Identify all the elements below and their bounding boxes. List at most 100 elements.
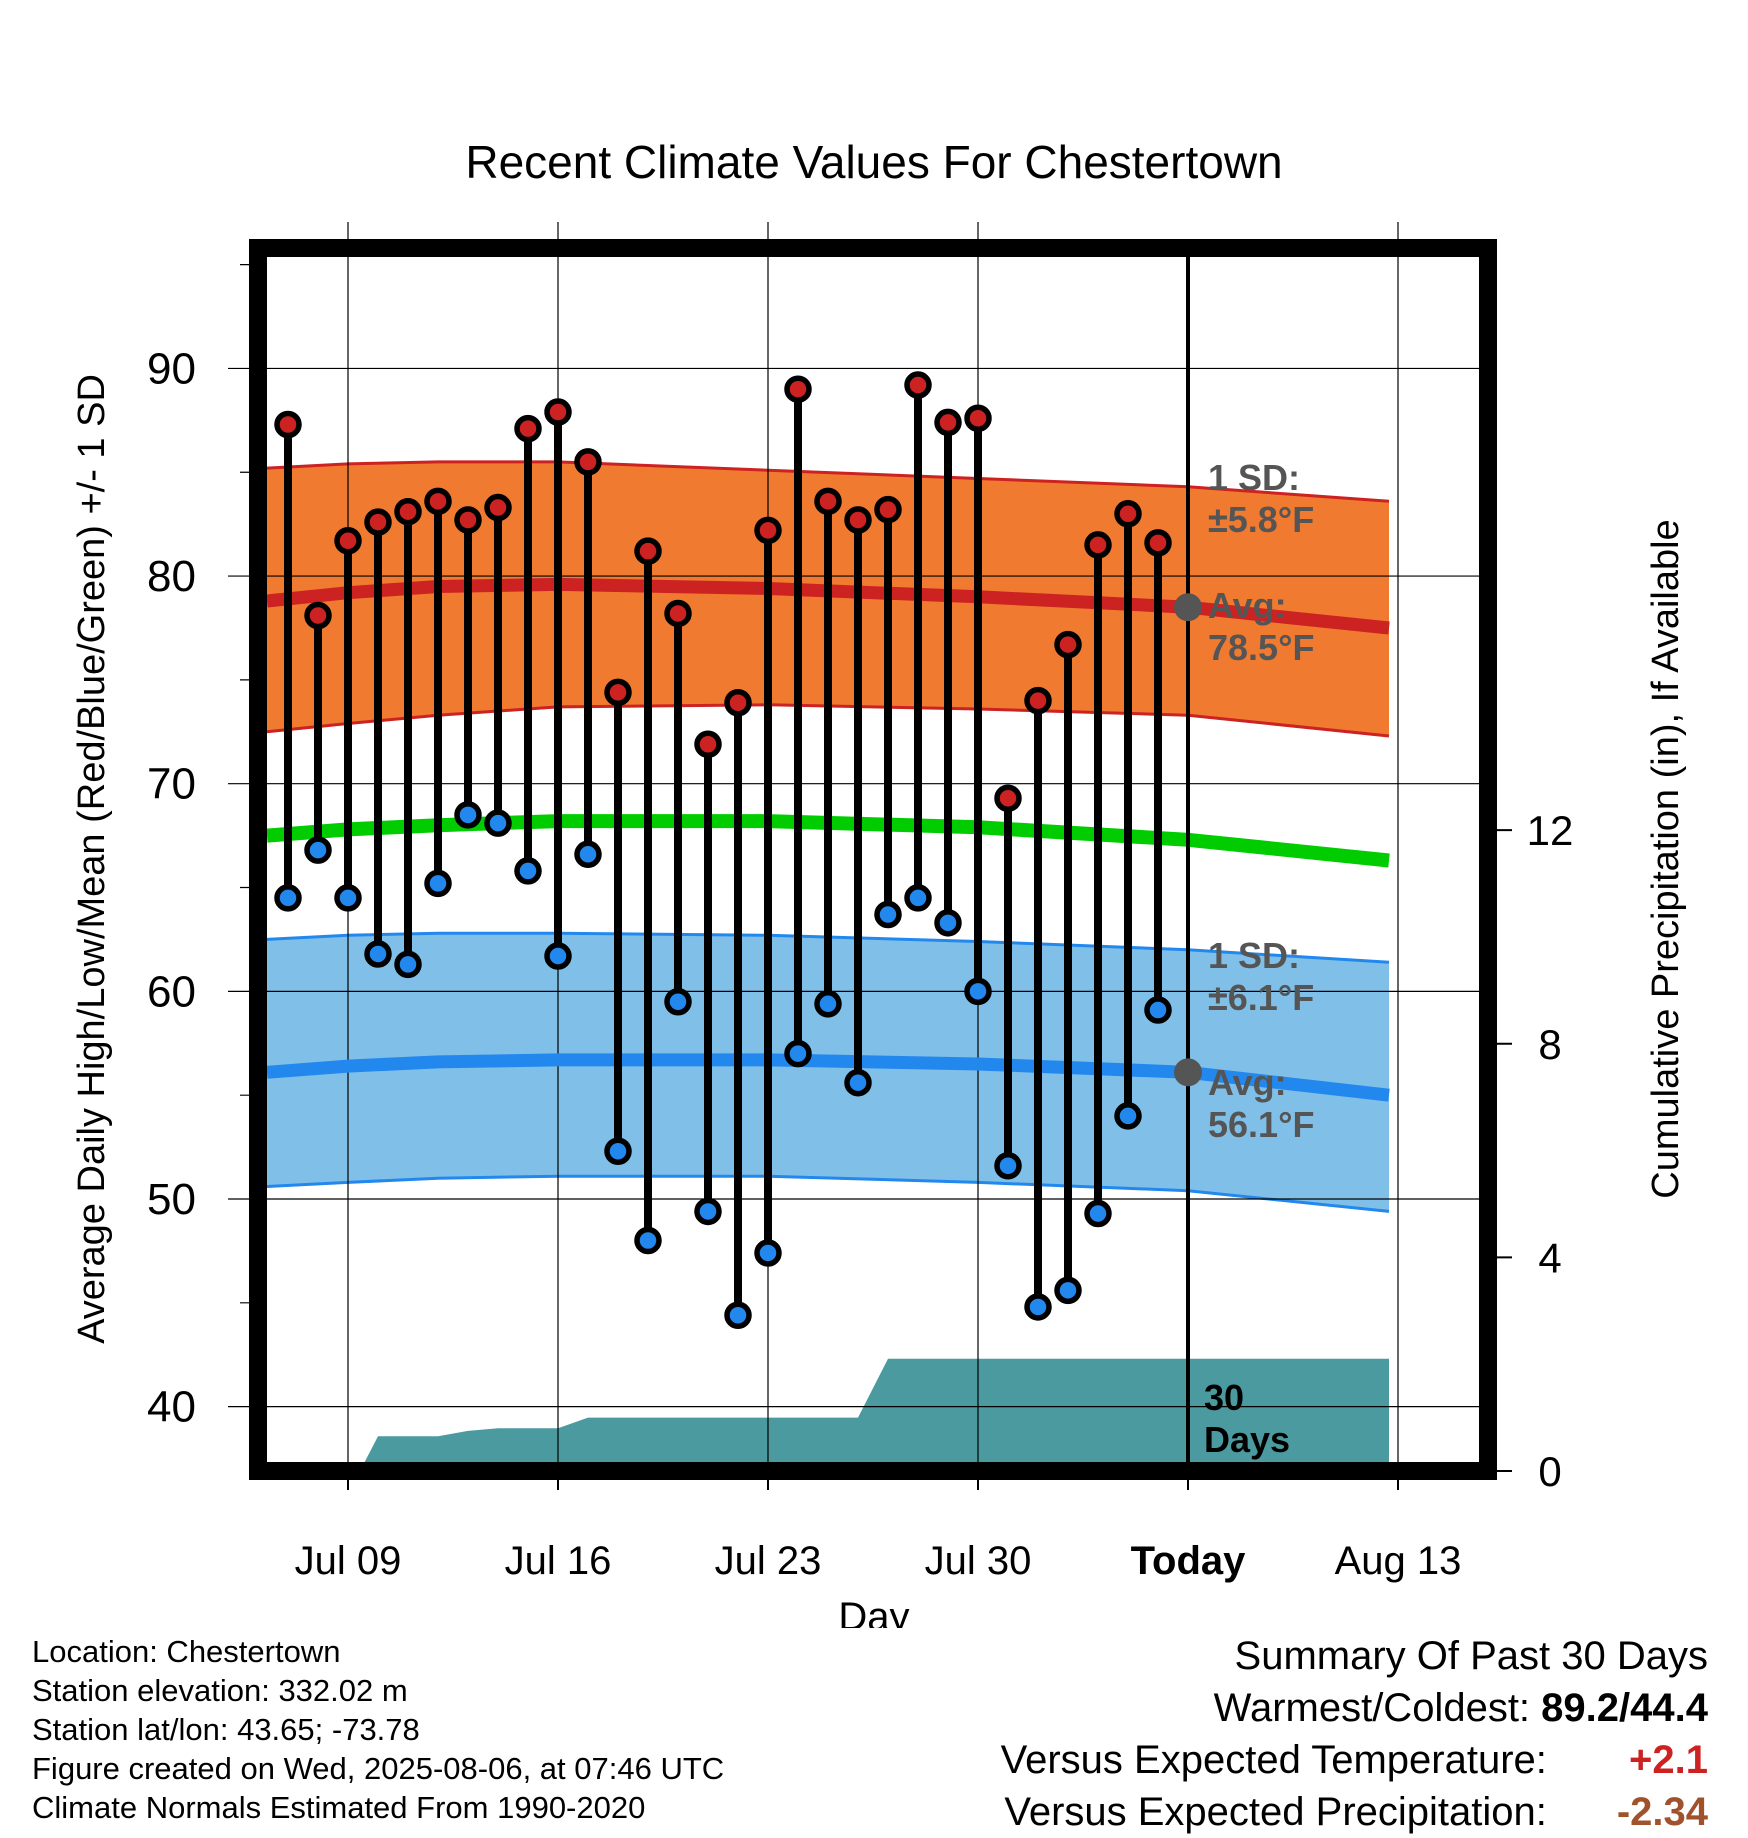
- low-temp-point: [874, 900, 902, 929]
- low-sd-upper-line: [266, 931, 1390, 964]
- high-temp-point: [454, 506, 482, 534]
- low-temp-point: [844, 1068, 872, 1097]
- high-temp-point: [334, 527, 362, 555]
- low-temp-point: [634, 1226, 662, 1255]
- high-temp-point: [904, 371, 932, 399]
- high-temp-point: [394, 497, 422, 526]
- low-temp-point: [754, 1239, 782, 1267]
- station-info: Location: Chestertown Station elevation:…: [32, 1632, 724, 1827]
- low-temp-point: [1024, 1293, 1052, 1321]
- precip-period-label: 30 Days: [1204, 1377, 1290, 1460]
- low-temp-point: [334, 884, 362, 912]
- low-temp-point: [904, 884, 932, 912]
- low-temp-point: [604, 1137, 632, 1165]
- today-high-avg-marker: [1174, 593, 1202, 622]
- low-temp-point: [544, 942, 572, 970]
- high-avg-label: Avg: 78.5°F: [1208, 585, 1314, 668]
- low-temp-point: [484, 809, 512, 837]
- high-temp-point: [1024, 686, 1052, 715]
- high-temp-point: [1114, 500, 1142, 528]
- x-tick-label: Jul 09: [295, 1539, 402, 1583]
- low-normal-line: [266, 1053, 1390, 1102]
- high-sd-label: 1 SD: ±5.8°F: [1208, 457, 1314, 540]
- y-tick-label: 70: [147, 760, 196, 809]
- summary-warm-cold: Warmest/Coldest: 89.2/44.4: [1001, 1682, 1708, 1734]
- high-temp-point: [364, 508, 392, 536]
- y-tick-label: 40: [147, 1383, 196, 1432]
- high-temp-point: [754, 516, 782, 545]
- created-text: Figure created on Wed, 2025-08-06, at 07…: [32, 1751, 725, 1786]
- high-temp-point: [484, 493, 512, 522]
- y-tick-label: 80: [147, 552, 196, 601]
- low-temp-point: [934, 909, 962, 937]
- precip-area: [360, 1358, 1389, 1471]
- elevation-text: Station elevation: 332.02 m: [32, 1673, 408, 1708]
- x-tick-label: Today: [1131, 1539, 1247, 1583]
- chart-title: Recent Climate Values For Chestertown: [465, 136, 1282, 188]
- high-temp-point: [604, 678, 632, 707]
- temp-label: Versus Expected Temperature:: [1000, 1738, 1547, 1782]
- low-temp-point: [424, 869, 452, 898]
- x-tick-label: Jul 23: [715, 1539, 822, 1583]
- low-temp-point: [1054, 1276, 1082, 1305]
- low-temp-point: [694, 1197, 722, 1226]
- high-temp-point: [1054, 630, 1082, 659]
- low-temp-point: [1114, 1102, 1142, 1130]
- x-tick-label: Jul 30: [925, 1539, 1032, 1583]
- high-temp-point: [934, 408, 962, 437]
- high-sd-lower-line: [266, 703, 1390, 738]
- high-temp-point: [1084, 531, 1112, 559]
- high-temp-point: [274, 410, 302, 439]
- warm-cold-label: Warmest/Coldest:: [1213, 1686, 1531, 1730]
- low-sd-label: 1 SD: ±6.1°F: [1208, 935, 1314, 1018]
- summary-title: Summary Of Past 30 Days: [1234, 1634, 1708, 1678]
- low-temp-point: [1084, 1199, 1112, 1228]
- high-temp-point: [634, 537, 662, 565]
- high-temp-point: [424, 487, 452, 516]
- normals-text: Climate Normals Estimated From 1990-2020: [32, 1790, 646, 1825]
- high-temp-point: [874, 495, 902, 524]
- high-temp-point: [1144, 529, 1172, 557]
- low-temp-point: [724, 1301, 752, 1330]
- high-temp-point: [814, 487, 842, 516]
- low-temp-point: [274, 884, 302, 912]
- y2-tick-label: 4: [1538, 1234, 1561, 1281]
- mean-normal-line: [266, 814, 1390, 868]
- low-temp-point: [364, 940, 392, 968]
- high-temp-point: [304, 601, 332, 630]
- location-text: Location: Chestertown: [32, 1634, 341, 1669]
- high-temp-point: [784, 375, 812, 403]
- climate-chart: Recent Climate Values For Chestertown 1 …: [71, 136, 1687, 1628]
- temp-value: +2.1: [1629, 1738, 1708, 1782]
- x-tick-label: Jul 16: [505, 1539, 612, 1583]
- low-sd-lower-line: [266, 1174, 1390, 1213]
- low-temp-point: [784, 1039, 812, 1068]
- y2-tick-label: 0: [1538, 1448, 1561, 1495]
- low-temp-point: [994, 1152, 1022, 1180]
- low-temp-point: [514, 857, 542, 885]
- warm-cold-value: 89.2/44.4: [1541, 1686, 1708, 1730]
- low-temp-point: [574, 840, 602, 869]
- y2-axis-label: Cumulative Precipitation (in), If Availa…: [1645, 519, 1687, 1198]
- low-temp-point: [1144, 996, 1172, 1024]
- summary-panel: Summary Of Past 30 Days Warmest/Coldest:…: [1001, 1630, 1708, 1838]
- high-temp-point: [544, 398, 572, 426]
- high-temp-point: [994, 784, 1022, 812]
- summary-temp: Versus Expected Temperature: +2.1: [1001, 1734, 1708, 1786]
- low-temp-point: [814, 990, 842, 1018]
- x-axis-label: Day: [838, 1595, 909, 1628]
- high-temp-point: [964, 404, 992, 433]
- low-sd-band: [267, 933, 1389, 1212]
- low-temp-point: [664, 987, 692, 1016]
- today-low-avg-marker: [1174, 1058, 1202, 1087]
- y-axis-label: Average Daily High/Low/Mean (Red/Blue/Gr…: [71, 374, 113, 1344]
- low-avg-label: Avg: 56.1°F: [1208, 1062, 1314, 1145]
- high-temp-point: [514, 414, 542, 443]
- y-tick-label: 90: [147, 344, 196, 393]
- high-sd-upper-line: [266, 460, 1390, 503]
- precip-label: Versus Expected Precipitation:: [1004, 1790, 1547, 1834]
- low-temp-point: [454, 801, 482, 829]
- y-tick-label: 60: [147, 967, 196, 1016]
- low-temp-point: [394, 950, 422, 979]
- high-temp-point: [664, 599, 692, 628]
